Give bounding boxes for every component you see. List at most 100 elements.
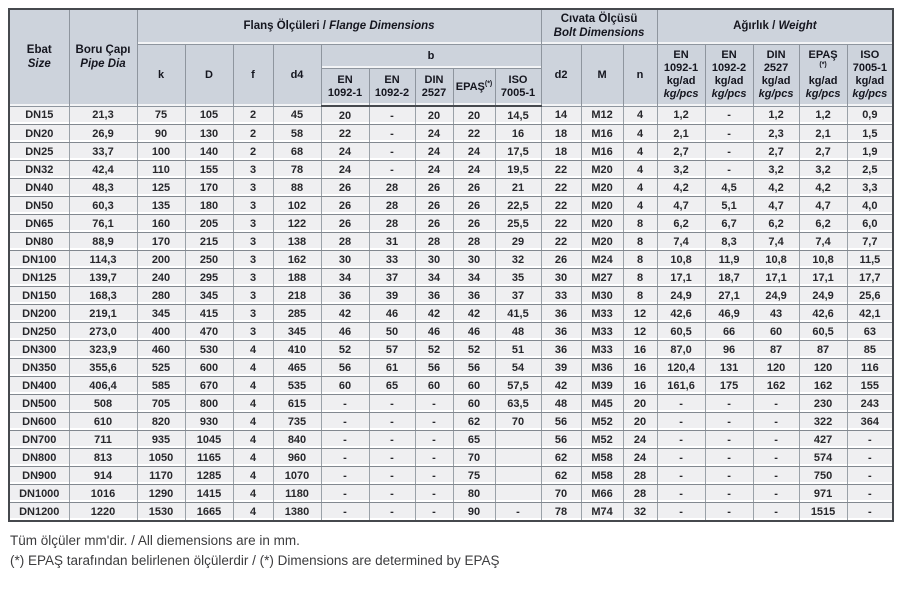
cell-b-en1092-2: 57 [368, 340, 416, 359]
cell-n: 16 [622, 358, 658, 377]
cell-b-din2527: 60 [414, 376, 454, 395]
table-row: DN32 42,4 110 155 3 78 24-24 24 19,5 22 M20 4 3,2-3,… [8, 160, 894, 179]
cell-k: 525 [136, 358, 186, 377]
cell-w-en1092-2: 11,9 [704, 250, 754, 269]
cell-w-din2527: 6,2 [752, 214, 800, 233]
cell-pipe-dia: 26,9 [68, 124, 138, 143]
cell-w-en1092-1: 2,7 [656, 142, 706, 161]
header-col-n: n [622, 44, 658, 107]
b-en1092-2-line1: EN [384, 74, 400, 87]
cell-w-iso7005-1: 155 [846, 376, 894, 395]
cell-b-en1092-1: 52 [320, 340, 370, 359]
cell-w-epas: 1515 [798, 502, 848, 522]
cell-b-din2527: - [414, 448, 454, 467]
weight-en1092-2-line2: 1092-2 [711, 62, 747, 75]
cell-b-iso7005-1: 22,5 [494, 196, 542, 215]
cell-M: M58 [580, 448, 624, 467]
table-row: DN900 914 1170 1285 4 1070- - -75 62 M58 28- - -750- [8, 466, 894, 485]
cell-w-en1092-1: 1,2 [656, 106, 706, 125]
cell-b-din2527: 26 [414, 196, 454, 215]
table-row: DN350 355,6 525 600 4 465 56 61 56 56 54 39 M36 16 120… [8, 358, 894, 377]
cell-b-en1092-2: 33 [368, 250, 416, 269]
cell-n: 24 [622, 448, 658, 467]
cell-b-din2527: 42 [414, 304, 454, 323]
cell-size: DN350 [8, 358, 70, 377]
cell-w-epas: 427 [798, 430, 848, 449]
cell-f: 4 [232, 358, 274, 377]
cell-b-en1092-1: 20 [320, 106, 370, 125]
cell-b-iso7005-1: 70 [494, 412, 542, 431]
cell-w-epas: 574 [798, 448, 848, 467]
cell-M: M52 [580, 430, 624, 449]
cell-size: DN100 [8, 250, 70, 269]
cell-w-din2527: - [752, 394, 800, 413]
cell-b-din2527: 30 [414, 250, 454, 269]
cell-w-epas: 24,9 [798, 286, 848, 305]
cell-w-iso7005-1: 116 [846, 358, 894, 377]
cell-f: 4 [232, 430, 274, 449]
cell-w-din2527: 7,4 [752, 232, 800, 251]
cell-n: 28 [622, 484, 658, 503]
cell-b-iso7005-1: 35 [494, 268, 542, 287]
cell-D: 170 [184, 178, 234, 197]
cell-b-din2527: - [414, 394, 454, 413]
cell-w-iso7005-1: - [846, 430, 894, 449]
cell-w-epas: 4,7 [798, 196, 848, 215]
cell-w-din2527: 2,7 [752, 142, 800, 161]
cell-w-en1092-1: - [656, 484, 706, 503]
cell-pipe-dia: 1220 [68, 502, 138, 522]
epas-footnote-mark: (*) [484, 79, 493, 87]
cell-b-din2527: 46 [414, 322, 454, 341]
cell-w-en1092-1: 2,1 [656, 124, 706, 143]
cell-w-epas: 120 [798, 358, 848, 377]
cell-b-en1092-2: 37 [368, 268, 416, 287]
header-col-k: k [136, 44, 186, 107]
cell-w-en1092-1: 120,4 [656, 358, 706, 377]
cell-pipe-dia: 610 [68, 412, 138, 431]
cell-d4: 1070 [272, 466, 322, 485]
cell-w-en1092-2: - [704, 142, 754, 161]
cell-f: 3 [232, 232, 274, 251]
cell-b-en1092-2: - [368, 124, 416, 143]
cell-b-en1092-2: 39 [368, 286, 416, 305]
header-b-epas: EPAŞ(*) [452, 68, 496, 107]
cell-w-iso7005-1: 7,7 [846, 232, 894, 251]
cell-d4: 68 [272, 142, 322, 161]
header-ebat-tr: Ebat [26, 44, 52, 57]
cell-f: 3 [232, 286, 274, 305]
cell-w-iso7005-1: 4,0 [846, 196, 894, 215]
cell-w-din2527: 87 [752, 340, 800, 359]
cell-b-en1092-2: 31 [368, 232, 416, 251]
cell-D: 180 [184, 196, 234, 215]
cell-n: 8 [622, 286, 658, 305]
table-row: DN40 48,3 125 170 3 88 26 28 26 26 21 22 M20 4 4,2 4,5 4… [8, 178, 894, 197]
header-pipe-dia: Boru Çapı Pipe Dia [68, 8, 138, 107]
cell-n: 16 [622, 376, 658, 395]
cell-n: 8 [622, 232, 658, 251]
cell-w-iso7005-1: 11,5 [846, 250, 894, 269]
cell-w-iso7005-1: 6,0 [846, 214, 894, 233]
header-agirlik-tr: Ağırlık [733, 20, 769, 33]
cell-size: DN65 [8, 214, 70, 233]
cell-b-epas: 36 [452, 286, 496, 305]
cell-w-en1092-2: - [704, 394, 754, 413]
cell-w-epas: 6,2 [798, 214, 848, 233]
cell-M: M27 [580, 268, 624, 287]
cell-b-en1092-2: 61 [368, 358, 416, 377]
cell-w-iso7005-1: 243 [846, 394, 894, 413]
cell-w-din2527: 120 [752, 358, 800, 377]
cell-w-din2527: - [752, 430, 800, 449]
cell-f: 4 [232, 412, 274, 431]
table-row: DN500 508 705 800 4 615- - -60 63,5 48 M45 20- - -230… [8, 394, 894, 413]
weight-unit-kgpcs: kg/pcs [711, 88, 747, 101]
cell-pipe-dia: 355,6 [68, 358, 138, 377]
cell-d4: 1180 [272, 484, 322, 503]
header-flans-sep: / [319, 20, 330, 33]
cell-w-en1092-1: 10,8 [656, 250, 706, 269]
cell-d2: 36 [540, 322, 582, 341]
cell-f: 3 [232, 214, 274, 233]
cell-b-iso7005-1: 16 [494, 124, 542, 143]
cell-size: DN20 [8, 124, 70, 143]
cell-M: M45 [580, 394, 624, 413]
cell-D: 105 [184, 106, 234, 125]
